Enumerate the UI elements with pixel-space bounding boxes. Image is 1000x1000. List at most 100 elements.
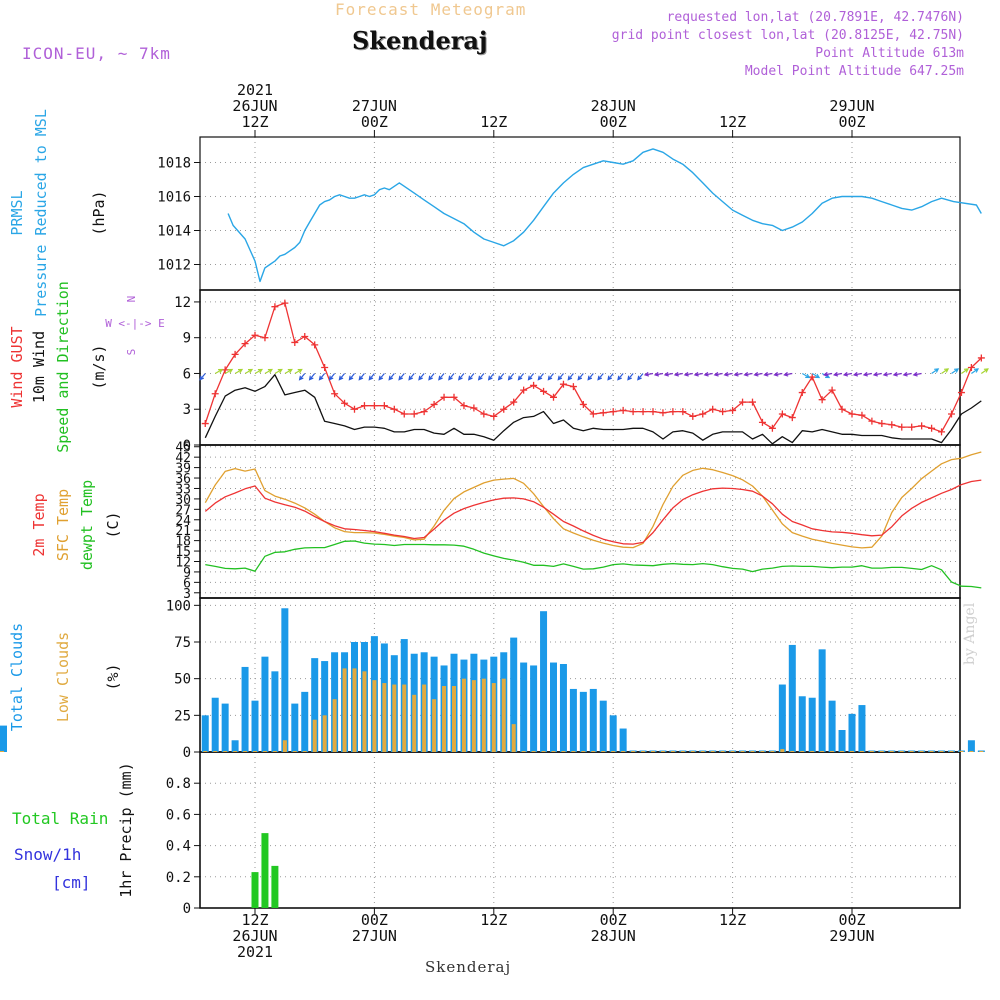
low-cloud-bar <box>730 751 735 752</box>
wind-direction-arrow <box>378 373 385 381</box>
y-tick-label: 15 <box>175 545 191 560</box>
low-cloud-bar <box>223 751 228 752</box>
gust-marker <box>808 373 816 381</box>
wind-direction-arrow <box>517 373 525 381</box>
gust-marker <box>719 408 727 416</box>
wind-direction-arrow <box>931 368 940 374</box>
prmsl-line <box>227 148 982 283</box>
low-cloud-bar <box>362 671 367 752</box>
y-tick-label: 33 <box>175 482 191 497</box>
gust-marker <box>689 412 697 420</box>
gust-marker <box>440 393 448 401</box>
y-tick-label: 75 <box>174 635 191 651</box>
x-tick-label-bottom: 00Z <box>361 911 388 929</box>
total-cloud-bar <box>221 703 229 752</box>
wind-direction-arrow <box>733 371 743 377</box>
wind-direction-arrow <box>783 371 793 377</box>
total-cloud-bar <box>211 697 219 752</box>
total-cloud-bar <box>589 688 597 752</box>
wind-direction-arrow <box>961 368 970 374</box>
gridpoint-coords: grid point closest lon,lat (20.8125E, 42… <box>611 28 964 43</box>
product-title: Forecast Meteogram <box>335 0 527 19</box>
low-cloud-bar <box>551 751 556 752</box>
wind-direction-arrow <box>264 368 273 375</box>
gust-marker <box>281 299 289 307</box>
low-cloud-bar <box>810 751 815 752</box>
y-tick-label: 3 <box>183 587 191 602</box>
gust-marker <box>351 405 358 413</box>
gust-marker <box>788 414 796 422</box>
y-tick-label: 1014 <box>157 224 191 240</box>
y-tick-label: 12 <box>174 295 191 311</box>
wind-direction-arrow <box>527 373 535 381</box>
y-tick-label: 9 <box>183 566 191 581</box>
low-cloud-bar <box>591 751 596 752</box>
wind-direction-arrow <box>298 373 306 381</box>
low-cloud-bar <box>0 751 4 752</box>
y-tick-label: 0.6 <box>166 807 191 823</box>
x-tick-label-top: 12Z <box>480 113 507 131</box>
total-cloud-bar <box>619 728 627 752</box>
wind-direction-arrow <box>567 373 574 381</box>
low-cloud-bar <box>670 751 675 752</box>
label-snow: Snow/1h <box>14 845 81 864</box>
gust-marker <box>221 366 229 374</box>
low-cloud-bar <box>830 751 835 752</box>
label-wind-gust: Wind GUST <box>8 326 26 407</box>
gust-marker <box>450 393 458 401</box>
y-tick-label: 25 <box>174 708 191 724</box>
compass-north: N <box>125 296 138 303</box>
y-tick-label: 45 <box>175 441 191 456</box>
wind-direction-arrow <box>832 371 843 377</box>
gust-marker <box>898 423 906 431</box>
y-tick-label: 0.4 <box>166 839 191 855</box>
low-cloud-bar <box>651 751 655 752</box>
temp-2m-line <box>204 479 982 545</box>
total-cloud-bar <box>231 740 239 752</box>
gust-marker <box>928 424 936 432</box>
total-cloud-bar <box>261 656 269 752</box>
gust-marker <box>360 402 368 410</box>
low-cloud-bar <box>700 751 705 752</box>
y-tick-label: 0 <box>183 745 191 761</box>
low-cloud-bar <box>461 678 466 752</box>
total-cloud-bar <box>301 691 309 752</box>
total-cloud-bar <box>241 666 249 752</box>
low-cloud-bar <box>641 751 646 752</box>
low-cloud-bar <box>511 724 516 752</box>
low-cloud-bar <box>561 751 566 752</box>
dewpt-line <box>205 540 982 589</box>
low-cloud-bar <box>780 749 785 752</box>
low-cloud-bar <box>800 751 805 752</box>
total-cloud-bar <box>510 637 518 752</box>
wind-direction-arrow <box>497 373 505 381</box>
gust-marker <box>291 338 299 346</box>
low-cloud-bar <box>680 751 685 752</box>
total-cloud-bar <box>858 705 866 752</box>
low-cloud-bar <box>253 751 257 752</box>
low-cloud-bar <box>521 751 526 752</box>
label-hpa-unit: (hPa) <box>90 190 108 235</box>
total-cloud-bar <box>798 696 806 752</box>
wind-speed-line <box>204 374 982 445</box>
wind-direction-arrow <box>234 368 244 375</box>
gust-marker <box>520 386 528 394</box>
wind-direction-arrow <box>244 368 254 375</box>
label-dewpt-temp: dewpt Temp <box>78 480 96 570</box>
low-cloud-bar <box>262 751 267 752</box>
wind-direction-arrow <box>448 373 455 381</box>
y-tick-label: 21 <box>175 524 191 539</box>
total-cloud-bar <box>848 713 856 752</box>
low-cloud-bar <box>422 684 427 752</box>
low-cloud-bar <box>939 751 944 752</box>
gust-marker <box>957 389 965 397</box>
low-cloud-bar <box>740 751 745 752</box>
gust-marker <box>420 408 428 416</box>
gust-marker <box>828 386 836 394</box>
total-cloud-bar <box>788 644 796 752</box>
wind-direction-arrow <box>338 373 346 381</box>
total-cloud-bar <box>838 730 846 752</box>
gust-marker <box>569 383 577 391</box>
low-cloud-bar <box>233 751 238 752</box>
gust-marker <box>977 354 985 362</box>
